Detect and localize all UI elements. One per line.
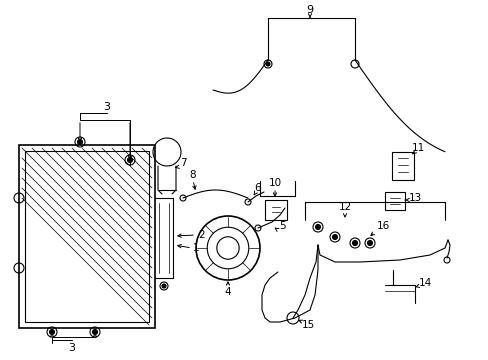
Text: 14: 14 (418, 278, 431, 288)
Text: 9: 9 (306, 5, 313, 15)
Text: 7: 7 (179, 158, 186, 168)
Circle shape (315, 225, 320, 230)
Text: 16: 16 (376, 221, 389, 231)
Circle shape (162, 284, 165, 288)
Bar (384, 192, 404, 210)
Text: 12: 12 (338, 202, 351, 212)
Circle shape (77, 139, 82, 144)
Text: 4: 4 (224, 287, 231, 297)
Text: 3: 3 (103, 102, 110, 112)
Text: 11: 11 (410, 143, 424, 153)
Circle shape (127, 157, 132, 162)
Circle shape (352, 240, 357, 246)
Bar (25, 151, 149, 322)
Text: 15: 15 (301, 320, 314, 330)
Text: 10: 10 (268, 178, 281, 188)
Circle shape (92, 329, 97, 334)
Text: 8: 8 (189, 170, 196, 180)
Text: 2: 2 (198, 230, 205, 240)
Circle shape (332, 234, 337, 239)
Text: 6: 6 (254, 183, 261, 193)
Bar (19, 145, 155, 328)
Circle shape (265, 62, 269, 66)
Text: 13: 13 (407, 193, 421, 203)
Text: 5: 5 (279, 221, 286, 231)
Circle shape (49, 329, 54, 334)
Circle shape (367, 240, 372, 246)
Text: 1: 1 (192, 243, 199, 253)
Text: 3: 3 (68, 343, 75, 353)
Bar (264, 200, 286, 220)
Bar (391, 152, 413, 180)
